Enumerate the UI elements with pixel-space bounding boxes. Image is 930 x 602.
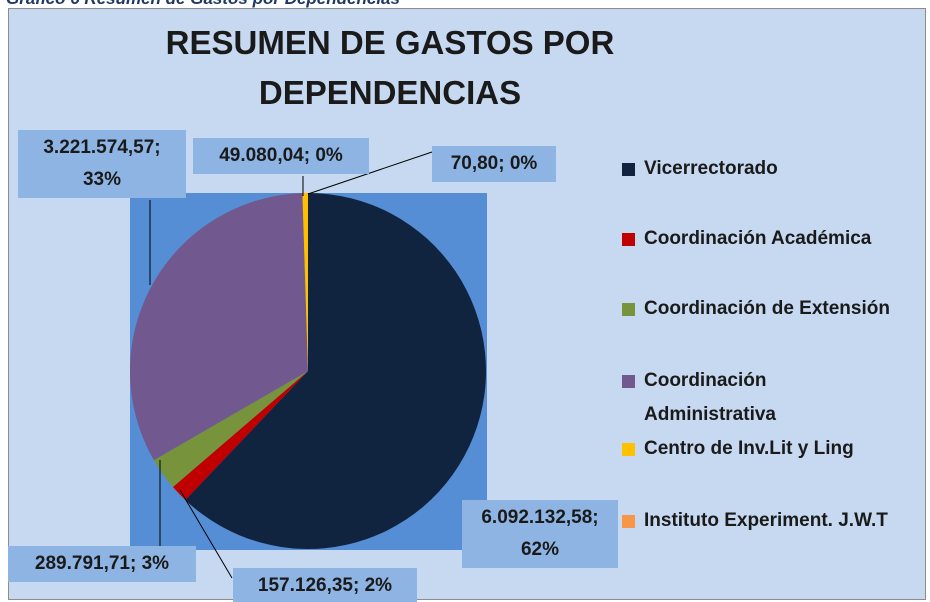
- pie-slice: [130, 193, 308, 461]
- legend-swatch: [622, 375, 635, 388]
- pie-slice: [302, 193, 308, 371]
- legend-entry: Vicerrectorado: [622, 152, 892, 186]
- legend-label: Vicerrectorado: [644, 158, 778, 179]
- data-label: 6.092.132,58; 62%: [462, 500, 618, 568]
- leader-line: [307, 151, 433, 195]
- data-label: 157.126,35; 2%: [233, 568, 417, 602]
- legend-swatch: [622, 163, 635, 176]
- data-label: 289.791,71; 3%: [8, 546, 196, 582]
- legend-label: Coordinación de Extensión: [644, 298, 890, 319]
- legend-entry: Coordinación Administrativa: [622, 364, 892, 432]
- legend-label: Instituto Experiment. J.W.T: [644, 510, 888, 531]
- pie-slice: [153, 371, 308, 487]
- pie-slice: [172, 371, 308, 500]
- legend-swatch: [622, 233, 635, 246]
- legend-label: Coordinación Académica: [644, 228, 872, 249]
- legend-entry: Coordinación Académica: [622, 222, 892, 256]
- data-label: 49.080,04; 0%: [193, 138, 369, 174]
- legend-swatch: [622, 443, 635, 456]
- legend-label: Centro de Inv.Lit y Ling: [644, 438, 854, 459]
- legend-swatch: [622, 303, 635, 316]
- legend-entry: Coordinación de Extensión: [622, 292, 892, 326]
- legend-swatch: [622, 515, 635, 528]
- legend-entry: Instituto Experiment. J.W.T: [622, 504, 892, 538]
- chart-title: RESUMEN DE GASTOS POR DEPENDENCIAS: [165, 24, 615, 111]
- legend-entry: Centro de Inv.Lit y Ling: [622, 432, 892, 466]
- data-label: 3.221.574,57; 33%: [18, 130, 186, 198]
- leader-line: [179, 489, 233, 579]
- pie-slice: [185, 193, 486, 549]
- caption: Gráfico 6 Resumen de Gastos por Dependen…: [6, 0, 400, 9]
- data-label: 70,80; 0%: [432, 146, 556, 182]
- legend-label: Coordinación Administrativa: [644, 370, 776, 425]
